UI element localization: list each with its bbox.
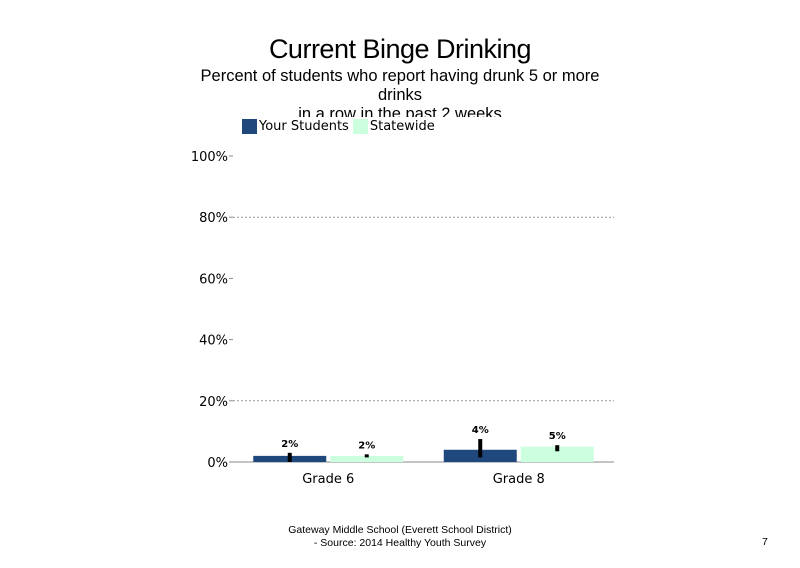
legend-swatch-your-students (242, 118, 257, 134)
category-label-1: Grade 8 (493, 472, 545, 487)
subtitle-line-1: Percent of students who report having dr… (200, 67, 600, 104)
y-tick-label-20: 20% (199, 395, 228, 410)
chart-legend: Your Students Statewide (242, 118, 439, 134)
data-label-1-1: 5% (549, 431, 566, 442)
y-tick-label-0: 0% (207, 456, 228, 471)
legend-item-your-students: Your Students (242, 118, 349, 134)
data-label-0-0: 2% (281, 439, 298, 450)
footer-line-1: Gateway Middle School (Everett School Di… (288, 524, 512, 536)
legend-label-statewide: Statewide (369, 118, 435, 134)
chart-title: Current Binge Drinking (268, 34, 532, 64)
category-label-0: Grade 6 (302, 472, 354, 487)
footer-line-2: - Source: 2014 Healthy Youth Survey (313, 537, 487, 549)
bar-1-0 (330, 455, 404, 462)
data-label-1-0: 2% (358, 440, 375, 451)
y-tick-label-100: 100% (191, 150, 228, 165)
y-tick-label-80: 80% (199, 211, 228, 226)
bar-1-1 (520, 446, 594, 462)
footer-source: Gateway Middle School (Everett School Di… (240, 524, 560, 550)
chart-subtitle: Percent of students who report having dr… (180, 67, 620, 117)
data-label-0-1: 4% (472, 425, 489, 436)
legend-swatch-statewide (352, 118, 368, 134)
legend-item-statewide: Statewide (352, 118, 435, 134)
subtitle-line-2: in a row in the past 2 weeks (298, 105, 502, 117)
y-tick-label-60: 60% (199, 272, 228, 287)
legend-label-your-students: Your Students (259, 118, 349, 134)
y-tick-label-40: 40% (199, 334, 228, 349)
page-number: 7 (762, 536, 768, 548)
